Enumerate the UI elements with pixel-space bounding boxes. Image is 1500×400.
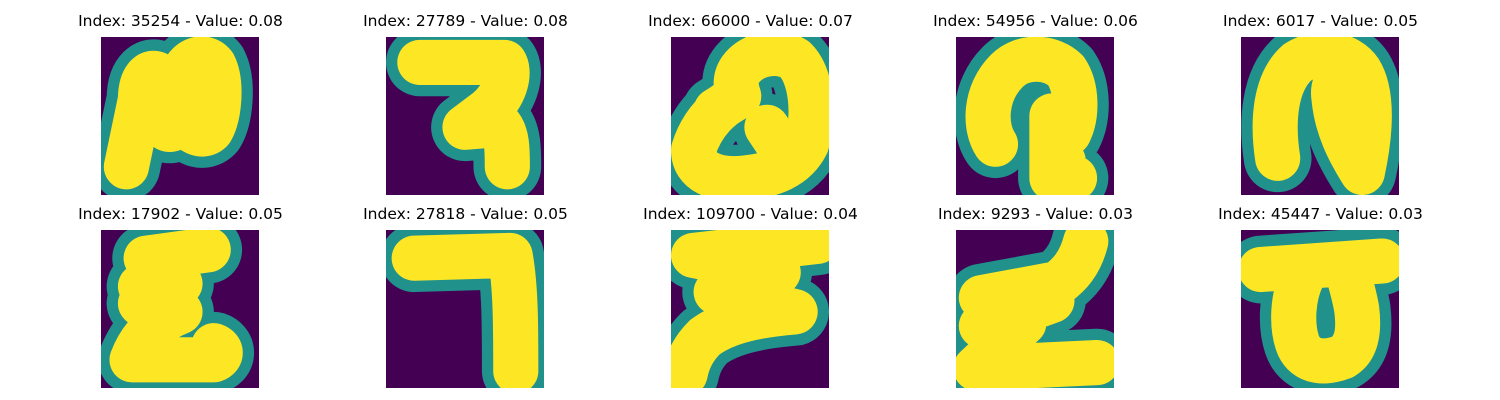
panel-6: Index: 27818 - Value: 0.05 [323, 205, 608, 395]
panel-4: Index: 6017 - Value: 0.05 [1178, 12, 1463, 202]
glyph-stroke [386, 230, 544, 388]
panel-0: Index: 35254 - Value: 0.08 [38, 12, 323, 202]
panel-title: Index: 27818 - Value: 0.05 [363, 205, 568, 223]
glyph-stroke [956, 37, 1109, 195]
character-image [671, 37, 829, 195]
panel-title: Index: 27789 - Value: 0.08 [363, 12, 568, 30]
glyph-stroke [1241, 37, 1399, 195]
panel-5: Index: 17902 - Value: 0.05 [38, 205, 323, 395]
character-image [386, 37, 544, 195]
glyph-stroke [956, 230, 1114, 388]
panel-8: Index: 9293 - Value: 0.03 [893, 205, 1178, 395]
panel-title: Index: 109700 - Value: 0.04 [643, 205, 858, 223]
character-image [101, 230, 259, 388]
panel-1: Index: 27789 - Value: 0.08 [323, 12, 608, 202]
panel-9: Index: 45447 - Value: 0.03 [1178, 205, 1463, 395]
panel-title: Index: 45447 - Value: 0.03 [1218, 205, 1423, 223]
glyph-stroke [671, 37, 829, 195]
glyph-stroke [101, 230, 254, 388]
panel-7: Index: 109700 - Value: 0.04 [608, 205, 893, 395]
glyph-stroke [386, 37, 542, 195]
character-image [956, 230, 1114, 388]
panel-title: Index: 54956 - Value: 0.06 [933, 12, 1138, 30]
panel-title: Index: 17902 - Value: 0.05 [78, 205, 283, 223]
panel-3: Index: 54956 - Value: 0.06 [893, 12, 1178, 202]
panel-title: Index: 66000 - Value: 0.07 [648, 12, 853, 30]
character-image [1241, 230, 1399, 388]
panel-title: Index: 35254 - Value: 0.08 [78, 12, 283, 30]
character-image [956, 37, 1114, 195]
glyph-stroke [671, 230, 829, 388]
character-image [386, 230, 544, 388]
panel-title: Index: 9293 - Value: 0.03 [938, 205, 1133, 223]
panel-title: Index: 6017 - Value: 0.05 [1223, 12, 1418, 30]
character-image [101, 37, 259, 195]
character-image [1241, 37, 1399, 195]
glyph-stroke [1241, 230, 1399, 388]
character-image [671, 230, 829, 388]
panel-2: Index: 66000 - Value: 0.07 [608, 12, 893, 202]
glyph-stroke [101, 37, 253, 195]
